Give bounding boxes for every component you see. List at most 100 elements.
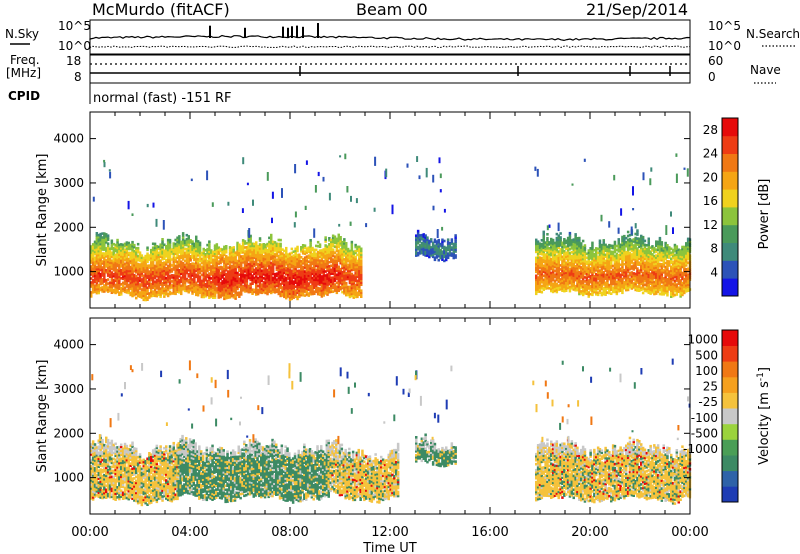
- power-cell: [146, 268, 149, 272]
- power-cell: [223, 291, 226, 295]
- power-cell: [163, 277, 166, 280]
- power-cell: [251, 264, 254, 267]
- power-cell: [285, 292, 288, 296]
- power-cell: [326, 287, 329, 290]
- power-cell: [331, 234, 335, 238]
- power-cell: [625, 254, 628, 258]
- power-cell: [172, 268, 175, 271]
- power-cell: [99, 254, 102, 258]
- power-cell: [176, 262, 179, 266]
- power-cell: [341, 264, 344, 268]
- power-cell: [243, 282, 247, 285]
- power-cell: [572, 274, 575, 277]
- power-cell: [195, 237, 198, 241]
- power-cell: [228, 264, 232, 267]
- power-cell: [217, 292, 220, 295]
- power-cell: [121, 255, 125, 259]
- power-cell: [563, 259, 566, 263]
- power-cell: [191, 254, 194, 257]
- power-cell: [157, 251, 160, 255]
- power-cell: [120, 261, 123, 264]
- power-cell: [608, 249, 611, 253]
- power-cell: [628, 259, 632, 263]
- power-cell: [621, 283, 624, 287]
- power-cell: [101, 242, 104, 245]
- power-cell: [352, 278, 355, 281]
- power-cell: [548, 279, 551, 282]
- power-cell: [356, 247, 359, 251]
- power-cell: [303, 262, 307, 265]
- power-cell: [108, 269, 112, 272]
- power-cell: [346, 285, 350, 289]
- power-cell: [535, 292, 538, 296]
- power-cell: [243, 260, 247, 263]
- power-cell: [356, 265, 359, 269]
- power-cell: [298, 295, 301, 298]
- power-cell: [165, 284, 168, 288]
- power-cell: [123, 276, 127, 280]
- power-cell: [110, 259, 114, 263]
- power-cell: [198, 251, 202, 255]
- power-cell: [219, 295, 222, 299]
- power-cell: [198, 277, 202, 281]
- power-cell: [331, 250, 335, 253]
- power-cell: [439, 242, 442, 246]
- power-cell: [331, 252, 335, 255]
- power-cell: [333, 269, 337, 272]
- power-cell: [352, 264, 355, 267]
- power-cell: [548, 269, 551, 272]
- power-cell: [550, 279, 553, 283]
- power-cell: [305, 267, 309, 270]
- power-cell: [339, 259, 342, 263]
- power-cell: [191, 280, 194, 283]
- power-cell: [225, 274, 228, 278]
- power-cell: [636, 263, 639, 266]
- power-cell: [91, 251, 95, 254]
- power-cell: [183, 273, 187, 277]
- power-cell: [290, 289, 294, 293]
- power-cell: [360, 253, 363, 257]
- power-cell: [150, 284, 153, 288]
- power-cell: [163, 253, 166, 256]
- power-cell: [204, 292, 207, 296]
- power-cell: [294, 285, 297, 288]
- power-cell: [120, 291, 123, 294]
- power-cell: [195, 253, 198, 257]
- power-cell: [608, 245, 611, 249]
- power-cell: [135, 266, 138, 270]
- power-cell: [146, 272, 149, 276]
- power-cell: [540, 260, 544, 264]
- power-cell: [136, 284, 140, 288]
- power-cell: [292, 288, 295, 291]
- power-cell: [157, 265, 160, 269]
- power-cell: [136, 286, 140, 290]
- power-cell: [279, 242, 282, 246]
- power-cell: [189, 283, 192, 286]
- power-cell: [219, 247, 222, 251]
- power-cell: [238, 277, 241, 280]
- power-cell: [151, 266, 155, 270]
- power-cell: [225, 280, 228, 284]
- power-cell: [634, 278, 637, 282]
- power-cell: [211, 266, 215, 270]
- power-cell: [155, 254, 159, 258]
- power-cell: [91, 253, 95, 256]
- power-cell: [538, 290, 542, 293]
- power-cell: [249, 256, 252, 260]
- power-cell: [433, 246, 437, 250]
- power-cell: [193, 266, 196, 270]
- power-cell: [285, 286, 288, 290]
- power-cell: [610, 262, 613, 266]
- power-cell: [181, 272, 185, 275]
- power-cell: [608, 255, 611, 259]
- power-cell: [151, 242, 155, 246]
- power-cell: [617, 272, 620, 275]
- power-cell: [566, 280, 570, 284]
- power-cell: [551, 246, 555, 250]
- power-cell: [270, 233, 273, 237]
- power-cell: [570, 281, 574, 284]
- power-cell: [420, 237, 424, 241]
- power-cell: [301, 265, 305, 269]
- power-cell: [595, 265, 598, 268]
- power-cell: [283, 261, 286, 265]
